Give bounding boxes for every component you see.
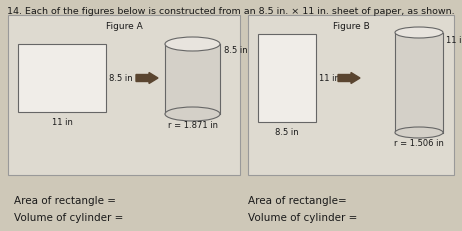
Text: Volume of cylinder =: Volume of cylinder = [14, 212, 123, 222]
Ellipse shape [395, 28, 443, 39]
Text: 8.5 in: 8.5 in [275, 128, 299, 137]
Text: r = 1.506 in: r = 1.506 in [394, 139, 444, 148]
Text: Area of rectangle=: Area of rectangle= [248, 195, 347, 205]
Bar [248, 16, 454, 175]
Text: Volume of cylinder =: Volume of cylinder = [248, 212, 358, 222]
Text: 11 in: 11 in [319, 74, 340, 83]
Text: Area of rectangle =: Area of rectangle = [14, 195, 116, 205]
Ellipse shape [395, 128, 443, 138]
Text: r = 1.871 in: r = 1.871 in [168, 121, 218, 129]
Text: Figure B: Figure B [333, 22, 370, 31]
Text: 11 in: 11 in [446, 36, 462, 45]
Text: 14. Each of the figures below is constructed from an 8.5 in. × 11 in. sheet of p: 14. Each of the figures below is constru… [7, 7, 455, 16]
Text: 8.5 in: 8.5 in [109, 74, 133, 83]
Bar [165, 45, 220, 115]
Bar [18, 45, 106, 112]
FancyArrow shape [136, 73, 158, 84]
Bar [8, 16, 240, 175]
Bar [258, 35, 316, 122]
FancyArrow shape [338, 73, 360, 84]
Text: Figure A: Figure A [106, 22, 142, 31]
Text: 8.5 in: 8.5 in [224, 46, 248, 55]
Ellipse shape [165, 108, 220, 122]
Ellipse shape [165, 38, 220, 52]
Bar [395, 33, 443, 133]
Text: 11 in: 11 in [52, 118, 73, 126]
